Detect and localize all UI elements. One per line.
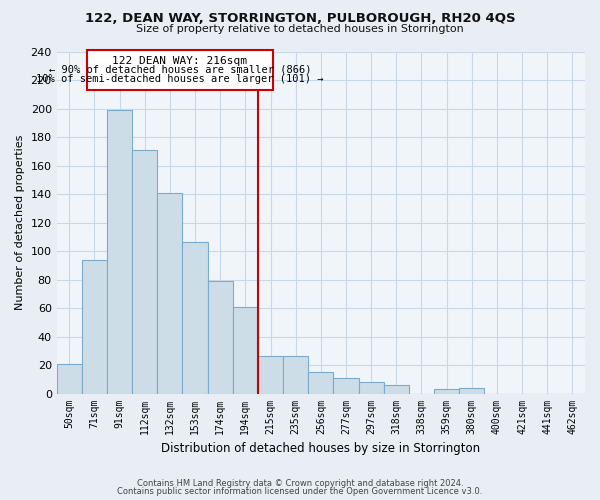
Bar [258, 356, 283, 394]
Text: Size of property relative to detached houses in Storrington: Size of property relative to detached ho… [136, 24, 464, 34]
Bar [434, 390, 459, 394]
Bar [157, 192, 182, 394]
Bar [107, 110, 132, 394]
Text: Contains HM Land Registry data © Crown copyright and database right 2024.: Contains HM Land Registry data © Crown c… [137, 478, 463, 488]
Text: ← 90% of detached houses are smaller (866): ← 90% of detached houses are smaller (86… [49, 64, 311, 74]
Bar [359, 382, 384, 394]
Text: 122 DEAN WAY: 216sqm: 122 DEAN WAY: 216sqm [112, 56, 247, 66]
Text: 10% of semi-detached houses are larger (101) →: 10% of semi-detached houses are larger (… [36, 74, 323, 85]
Text: 122, DEAN WAY, STORRINGTON, PULBOROUGH, RH20 4QS: 122, DEAN WAY, STORRINGTON, PULBOROUGH, … [85, 12, 515, 26]
Bar [459, 388, 484, 394]
Bar [56, 364, 82, 394]
Bar [132, 150, 157, 394]
X-axis label: Distribution of detached houses by size in Storrington: Distribution of detached houses by size … [161, 442, 481, 455]
Bar [182, 242, 208, 394]
Bar [334, 378, 359, 394]
Bar [283, 356, 308, 394]
Bar [384, 385, 409, 394]
Bar [233, 306, 258, 394]
Bar [82, 260, 107, 394]
Text: Contains public sector information licensed under the Open Government Licence v3: Contains public sector information licen… [118, 487, 482, 496]
FancyBboxPatch shape [87, 50, 273, 90]
Y-axis label: Number of detached properties: Number of detached properties [15, 135, 25, 310]
Bar [308, 372, 334, 394]
Bar [208, 281, 233, 394]
